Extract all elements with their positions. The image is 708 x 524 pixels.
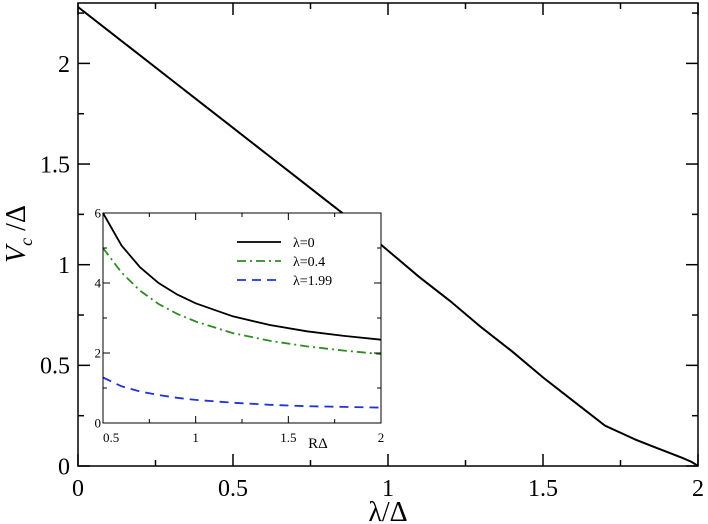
y-tick-label: 4: [95, 276, 102, 291]
y-tick-label: 1: [58, 253, 70, 279]
y-axis-label-tail: /Δ: [1, 205, 32, 238]
main-y-axis-label: Vc /Δ: [1, 205, 36, 263]
series-line-0: [102, 212, 382, 341]
y-tick-label: 2: [58, 52, 70, 78]
x-tick-label: 2: [378, 430, 385, 445]
series-line-2: [102, 376, 382, 409]
inset-series: [102, 212, 382, 409]
x-tick-label: 1.5: [280, 430, 296, 445]
x-tick-label: 2: [692, 476, 704, 502]
inset-x-axis-label: RΔ: [308, 436, 328, 452]
y-axis-label-main: V: [1, 243, 32, 263]
x-tick-label: 1: [192, 430, 199, 445]
legend-label-1: λ=0.4: [293, 255, 325, 270]
main-ticks: 0 0.5 1 1.5 200.511.52: [40, 3, 704, 502]
y-axis-label-subscript: c: [16, 238, 36, 246]
x-tick-label: 0: [72, 476, 84, 502]
x-tick-label: 1.5: [528, 476, 558, 502]
series-line-1: [102, 247, 382, 355]
y-tick-label: 0: [58, 454, 70, 480]
legend-label-2: λ=1.99: [293, 274, 332, 289]
inset-ticks: 0.5 1 1.5 2 0 2 4 6: [95, 206, 385, 445]
main-series: [77, 6, 699, 467]
x-tick-label: 1: [382, 476, 394, 502]
legend-label-0: λ=0: [293, 236, 315, 251]
inset-plot: 0.5 1 1.5 2 0 2 4 6 RΔ λ=0 λ=0.4 λ=1.99: [95, 206, 385, 452]
x-tick-label: 0.5: [103, 430, 119, 445]
y-tick-label: 0: [95, 416, 102, 431]
y-tick-label: 2: [95, 346, 102, 361]
y-tick-label: 0.5: [40, 354, 70, 380]
inset-legend: λ=0 λ=0.4 λ=1.99: [237, 236, 332, 289]
y-tick-label: 6: [95, 206, 102, 221]
y-tick-label: 1.5: [40, 152, 70, 178]
main-x-axis-label: λ/Δ: [368, 497, 407, 524]
x-tick-label: 0.5: [218, 476, 248, 502]
series-line-0: [77, 6, 699, 467]
